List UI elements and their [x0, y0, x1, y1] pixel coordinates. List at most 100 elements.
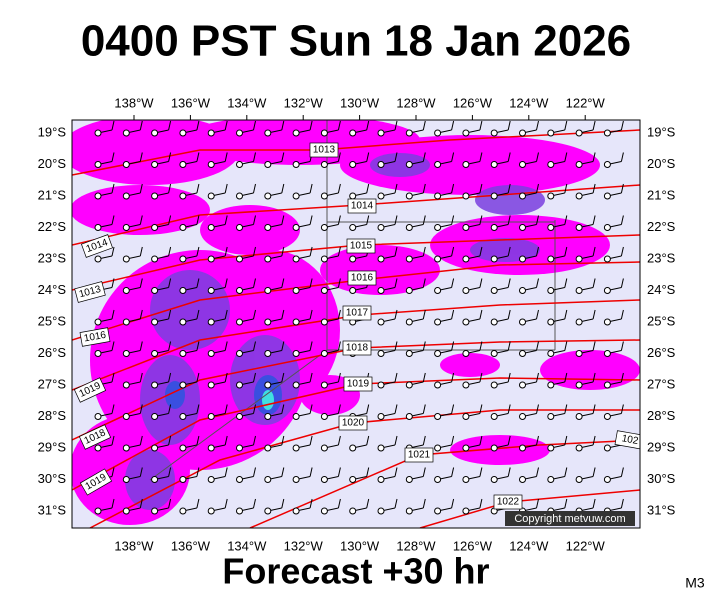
isobar-label-box [342, 340, 372, 356]
wind-barb [620, 341, 624, 351]
wind-barb [196, 435, 200, 446]
isobar-label-group: 1021 [404, 447, 434, 463]
wind-barb [224, 372, 228, 383]
station [179, 476, 187, 483]
wind-barb [337, 467, 341, 477]
lon-label: 132°W [284, 95, 324, 110]
wind-barb [111, 498, 115, 509]
station [292, 444, 300, 452]
wind-barb [168, 341, 172, 351]
isobar-label: 1014 [351, 201, 374, 212]
wind-barb [309, 215, 313, 225]
isobar-label-box [346, 238, 376, 254]
isobar-label-box [404, 447, 434, 463]
wind-barb [196, 309, 200, 320]
station [405, 318, 413, 326]
wind-barb [139, 309, 143, 320]
wind-barb [168, 278, 172, 288]
wind-barb [507, 246, 511, 257]
station [462, 507, 470, 515]
station [349, 507, 357, 515]
wind-barb [451, 152, 455, 162]
wind-barb [620, 183, 624, 194]
wind-barb [479, 404, 483, 414]
station [122, 507, 130, 515]
wind-barb [309, 309, 313, 320]
wind-barb [479, 183, 483, 194]
station [377, 255, 385, 263]
wind-barb [168, 435, 172, 446]
wind-barb [196, 467, 200, 477]
station [603, 318, 611, 326]
station [236, 161, 243, 168]
isobar-label: 1016 [83, 330, 107, 345]
wind-barb [281, 404, 285, 414]
station [122, 161, 130, 168]
station [151, 287, 159, 294]
wind-barb [592, 404, 596, 414]
wind-barb [451, 309, 455, 320]
isobar-label-group: 1014 [347, 198, 377, 214]
wind-barb [111, 467, 115, 477]
station [236, 444, 243, 452]
station [207, 287, 215, 294]
station [94, 192, 102, 200]
wind-barb [451, 498, 455, 509]
wind-barb [536, 341, 539, 351]
wind-barb [479, 372, 483, 383]
wind-barb [366, 120, 370, 131]
isobar-label-group: 1016 [79, 327, 111, 347]
station [405, 381, 413, 389]
station [94, 350, 102, 357]
isobar-label-box [343, 376, 373, 392]
station [292, 255, 300, 263]
wind-barb [111, 215, 115, 225]
wind-barb [564, 152, 568, 162]
isobar-label-group: 1016 [347, 270, 377, 286]
wind-barb [564, 309, 568, 320]
isobar-label-box [81, 234, 113, 258]
wind-barb [196, 372, 200, 383]
wind-barb [507, 278, 511, 288]
station [377, 224, 385, 231]
wind-barb [394, 404, 398, 414]
station [575, 444, 583, 452]
wind-barb [337, 498, 341, 509]
isobar-label-group: 1017 [342, 305, 372, 321]
station [547, 161, 555, 168]
wind-barb [507, 372, 511, 383]
wind-barb [309, 372, 313, 383]
station [151, 192, 159, 200]
wind-barb [507, 467, 511, 477]
lon-label: 136°W [171, 538, 211, 553]
lon-label: 134°W [227, 95, 267, 110]
station [236, 192, 243, 200]
station [151, 255, 159, 263]
wind-barb [281, 152, 285, 162]
wind-barb [139, 215, 143, 225]
station [377, 161, 385, 168]
lat-label: 20°S [38, 156, 67, 171]
lat-label: 23°S [38, 250, 67, 265]
wind-barb [592, 183, 596, 194]
station [462, 318, 470, 326]
station [179, 224, 187, 231]
wind-barb [281, 120, 285, 131]
station [236, 224, 243, 231]
wind-barb [139, 467, 143, 477]
wind-barb [394, 498, 398, 509]
wind-barb [507, 183, 511, 194]
wind-barb [111, 278, 115, 288]
station [320, 224, 328, 231]
wind-barb [139, 498, 143, 509]
wind-barb [507, 435, 511, 446]
station [264, 318, 272, 326]
lon-label: 128°W [396, 538, 436, 553]
wind-barb [281, 278, 285, 288]
station [292, 318, 300, 326]
station [405, 161, 413, 168]
isobar-label-box [342, 305, 372, 321]
wind-barb [281, 341, 285, 351]
wind-barb [168, 467, 172, 477]
wind-barb [564, 498, 568, 509]
